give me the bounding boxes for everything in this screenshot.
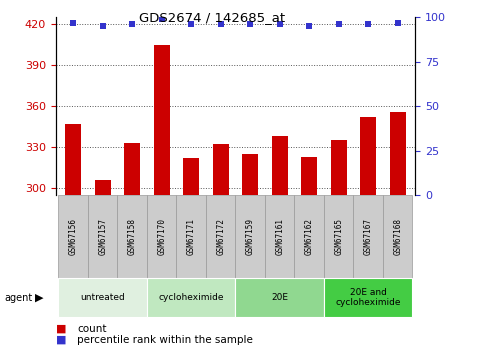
Bar	[88, 195, 117, 278]
Bar	[360, 117, 376, 195]
Text: GSM67165: GSM67165	[334, 218, 343, 255]
Bar	[147, 195, 176, 278]
Bar	[265, 195, 295, 278]
Text: ■: ■	[56, 324, 66, 334]
Bar	[176, 195, 206, 278]
Text: ▶: ▶	[35, 293, 44, 303]
Bar	[147, 278, 236, 317]
Text: count: count	[77, 324, 107, 334]
Bar	[330, 140, 347, 195]
Point	[158, 16, 166, 22]
Text: GSM67167: GSM67167	[364, 218, 373, 255]
Text: GSM67159: GSM67159	[246, 218, 255, 255]
Bar	[242, 154, 258, 195]
Bar	[324, 195, 354, 278]
Point	[246, 22, 254, 27]
Bar	[206, 195, 236, 278]
Text: GSM67161: GSM67161	[275, 218, 284, 255]
Bar	[236, 195, 265, 278]
Text: GSM67172: GSM67172	[216, 218, 225, 255]
Point	[187, 22, 195, 27]
Point	[276, 22, 284, 27]
Bar	[324, 278, 412, 317]
Text: GSM67170: GSM67170	[157, 218, 166, 255]
Bar	[271, 136, 288, 195]
Point	[364, 22, 372, 27]
Text: 20E and
cycloheximide: 20E and cycloheximide	[335, 288, 401, 307]
Bar	[213, 144, 229, 195]
Bar	[58, 195, 88, 278]
Point	[128, 22, 136, 27]
Bar	[295, 195, 324, 278]
Text: untreated: untreated	[80, 293, 125, 302]
Text: GSM67171: GSM67171	[187, 218, 196, 255]
Text: 20E: 20E	[271, 293, 288, 302]
Bar	[124, 143, 141, 195]
Bar	[183, 158, 199, 195]
Text: GSM67156: GSM67156	[69, 218, 78, 255]
Text: GDS2674 / 142685_at: GDS2674 / 142685_at	[140, 11, 285, 24]
Point	[335, 22, 342, 27]
Point	[217, 22, 225, 27]
Text: ■: ■	[56, 335, 66, 345]
Text: agent: agent	[5, 293, 33, 303]
Bar	[390, 111, 406, 195]
Point	[305, 23, 313, 29]
Bar	[58, 278, 147, 317]
Point	[394, 20, 401, 25]
Text: GSM67162: GSM67162	[305, 218, 313, 255]
Bar	[354, 195, 383, 278]
Text: GSM67157: GSM67157	[98, 218, 107, 255]
Text: GSM67158: GSM67158	[128, 218, 137, 255]
Bar	[65, 124, 81, 195]
Text: GSM67168: GSM67168	[393, 218, 402, 255]
Bar	[95, 180, 111, 195]
Point	[99, 23, 107, 29]
Bar	[383, 195, 412, 278]
Text: percentile rank within the sample: percentile rank within the sample	[77, 335, 253, 345]
Text: cycloheximide: cycloheximide	[158, 293, 224, 302]
Bar	[301, 157, 317, 195]
Bar	[236, 278, 324, 317]
Point	[70, 20, 77, 25]
Bar	[154, 45, 170, 195]
Bar	[117, 195, 147, 278]
